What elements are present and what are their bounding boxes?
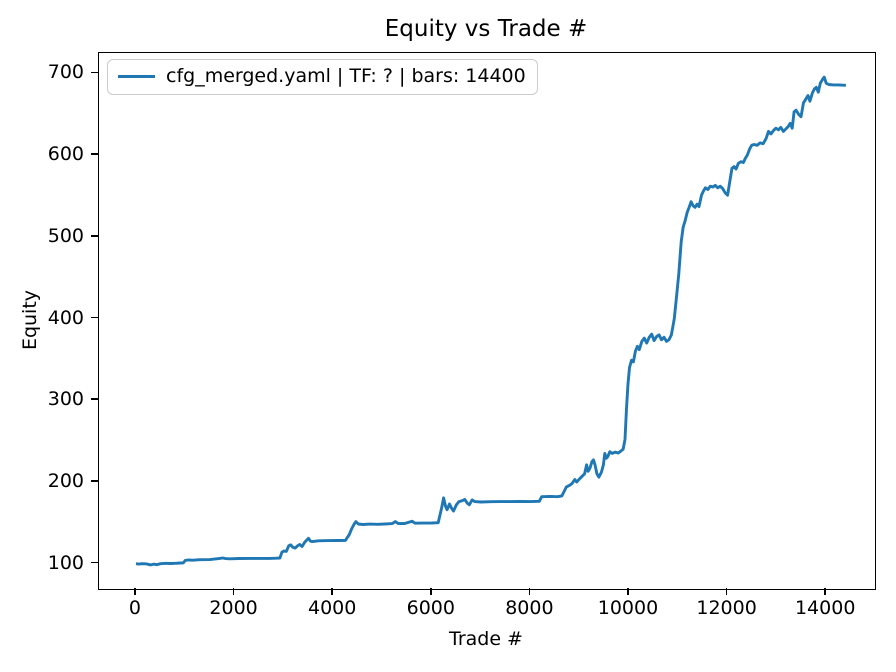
x-tick-mark (331, 588, 333, 595)
legend-box: cfg_merged.yaml | TF: ? | bars: 14400 (107, 59, 538, 95)
x-tick-label: 4000 (307, 597, 357, 619)
y-tick-mark (91, 153, 98, 155)
x-tick-mark (627, 588, 629, 595)
x-tick-label: 8000 (505, 597, 554, 619)
x-tick-mark (824, 588, 826, 595)
legend-line-sample-icon (118, 74, 155, 78)
y-tick-mark (91, 316, 98, 319)
x-tick-label: 14000 (794, 597, 856, 619)
y-tick-label: 600 (47, 143, 84, 166)
y-tick-mark (91, 480, 98, 482)
x-tick-label: 12000 (696, 597, 757, 619)
x-tick-label: 0 (128, 597, 142, 619)
x-tick-label: 10000 (597, 597, 659, 619)
equity-curve-line (135, 75, 846, 567)
y-tick-label: 400 (47, 306, 84, 329)
x-tick-label: 6000 (406, 597, 455, 619)
y-tick-label: 200 (47, 469, 84, 492)
x-axis-label: Trade # (449, 628, 523, 650)
y-tick-mark (91, 398, 98, 401)
y-tick-label: 300 (47, 388, 84, 411)
legend-label: cfg_merged.yaml | TF: ? | bars: 14400 (166, 65, 526, 87)
y-tick-label: 700 (47, 61, 84, 84)
x-tick-label: 2000 (209, 597, 258, 619)
x-tick-mark (429, 588, 432, 595)
y-tick-mark (91, 71, 98, 74)
x-tick-mark (232, 588, 235, 595)
chart-title: Equity vs Trade # (384, 16, 588, 42)
x-tick-mark (134, 588, 136, 595)
x-tick-mark (725, 588, 728, 595)
y-tick-mark (91, 235, 98, 237)
plot-svg (135, 75, 846, 567)
y-tick-label: 500 (47, 224, 84, 247)
axes-area: cfg_merged.yaml | TF: ? | bars: 14400 (98, 52, 876, 590)
y-tick-label: 100 (47, 551, 84, 574)
x-tick-mark (528, 588, 531, 595)
y-tick-mark (91, 561, 98, 564)
